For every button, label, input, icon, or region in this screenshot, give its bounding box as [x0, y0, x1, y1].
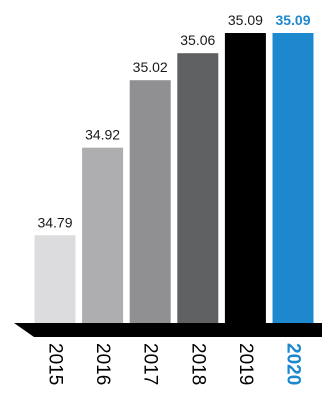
- year-label-2018: 2018: [187, 343, 208, 385]
- value-label-2017: 35.02: [133, 59, 168, 75]
- bar-2019: [224, 33, 266, 323]
- year-label-2017: 2017: [140, 343, 161, 385]
- year-label-2016: 2016: [92, 343, 113, 385]
- bar-2016: [82, 147, 124, 323]
- bar-2015: [34, 235, 76, 323]
- year-label-2020: 2020: [283, 343, 304, 385]
- year-label-2015: 2015: [45, 343, 66, 385]
- value-label-2020: 35.09: [275, 12, 310, 28]
- bar-2018: [177, 53, 219, 323]
- year-labels-group: 2015 2016 2017 2018 2019 2020: [45, 343, 304, 385]
- bar-2020: [272, 33, 314, 323]
- value-labels-group: 34.79 34.92 35.02 35.06 35.09 35.09: [37, 12, 310, 230]
- bars-group: [34, 33, 314, 323]
- value-label-2016: 34.92: [85, 127, 120, 143]
- value-label-2015: 34.79: [37, 214, 72, 230]
- value-label-2018: 35.06: [180, 32, 215, 48]
- year-label-2019: 2019: [235, 343, 256, 385]
- bar-2017: [129, 80, 171, 323]
- value-label-2019: 35.09: [228, 12, 263, 28]
- baseline-axis: [14, 323, 322, 337]
